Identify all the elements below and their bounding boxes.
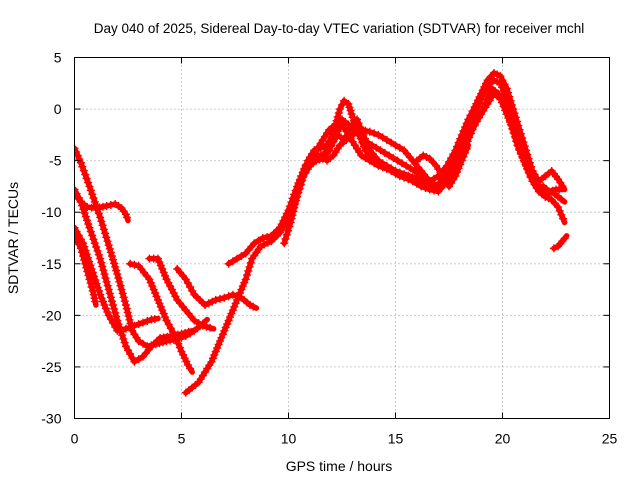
chart-title: Day 040 of 2025, Sidereal Day-to-day VTE… — [94, 21, 584, 36]
y-tick-label: -20 — [41, 307, 61, 323]
y-tick-label: -5 — [49, 153, 62, 169]
axis-ticks — [74, 57, 610, 419]
series-markers-track-4 — [74, 231, 100, 306]
series-layer — [74, 69, 570, 397]
x-tick-label: 10 — [281, 431, 297, 447]
x-tick-label: 0 — [71, 431, 79, 447]
series-markers-track-13 — [305, 115, 432, 183]
series-markers-track-3 — [74, 223, 159, 335]
y-tick-label: 0 — [54, 101, 62, 117]
series-markers-track-12 — [280, 89, 566, 248]
y-tick-label: -30 — [41, 411, 61, 427]
y-tick-label: -10 — [41, 204, 61, 220]
x-tick-label: 15 — [388, 431, 404, 447]
series-markers-track-6 — [126, 259, 195, 373]
series-markers-track-5 — [74, 189, 131, 222]
series-markers-track-15 — [549, 234, 569, 253]
y-tick-label: 5 — [54, 50, 62, 66]
plot-frame — [74, 57, 610, 419]
x-tick-label: 5 — [178, 431, 186, 447]
series-markers-track-7 — [145, 254, 214, 332]
x-tick-label: 25 — [602, 431, 618, 447]
y-tick-label: -15 — [41, 256, 61, 272]
x-tick-labels: 0 5 10 15 20 25 — [71, 431, 618, 447]
y-tick-label: -25 — [41, 359, 61, 375]
y-tick-labels: -30 -25 -20 -15 -10 -5 0 5 — [41, 50, 61, 427]
series-markers-track-2 — [74, 185, 193, 366]
y-axis-label: SDTVAR / TECUs — [5, 182, 21, 294]
series-markers-track-14 — [412, 145, 471, 191]
x-axis-label: GPS time / hours — [286, 458, 393, 474]
x-tick-label: 20 — [495, 431, 511, 447]
